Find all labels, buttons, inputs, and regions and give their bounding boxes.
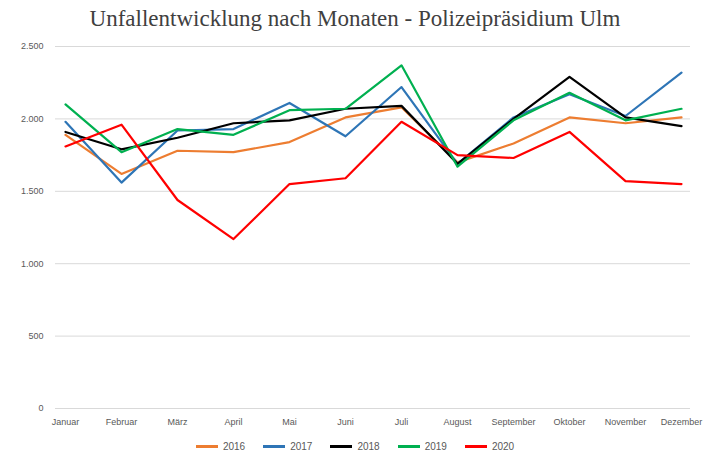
svg-text:2.500: 2.500 — [21, 41, 44, 51]
svg-text:500: 500 — [28, 331, 43, 341]
svg-text:November: November — [605, 417, 647, 427]
svg-text:Juni: Juni — [337, 417, 354, 427]
svg-text:Oktober: Oktober — [553, 417, 585, 427]
svg-text:August: August — [443, 417, 472, 427]
html-text:2017: 2017 — [290, 440, 313, 452]
svg-text:0: 0 — [38, 403, 43, 413]
html-text:Unfallentwicklung nach Monaten: Unfallentwicklung nach Monaten - Polizei… — [89, 6, 621, 31]
svg-text:September: September — [491, 417, 535, 427]
svg-text:Januar: Januar — [52, 417, 80, 427]
svg-text:Juli: Juli — [395, 417, 409, 427]
html-text:2020: 2020 — [491, 440, 515, 452]
svg-text:Mai: Mai — [282, 417, 297, 427]
svg-text:2.000: 2.000 — [21, 114, 44, 124]
svg-text:Februar: Februar — [106, 417, 138, 427]
html-text:2018: 2018 — [357, 440, 380, 452]
html-text:2016: 2016 — [222, 440, 246, 452]
svg-text:1.000: 1.000 — [21, 259, 44, 269]
svg-text:Dezember: Dezember — [661, 417, 703, 427]
svg-text:April: April — [224, 417, 242, 427]
svg-text:März: März — [168, 417, 188, 427]
svg-text:1.500: 1.500 — [21, 186, 44, 196]
html-text:2019: 2019 — [424, 440, 447, 452]
